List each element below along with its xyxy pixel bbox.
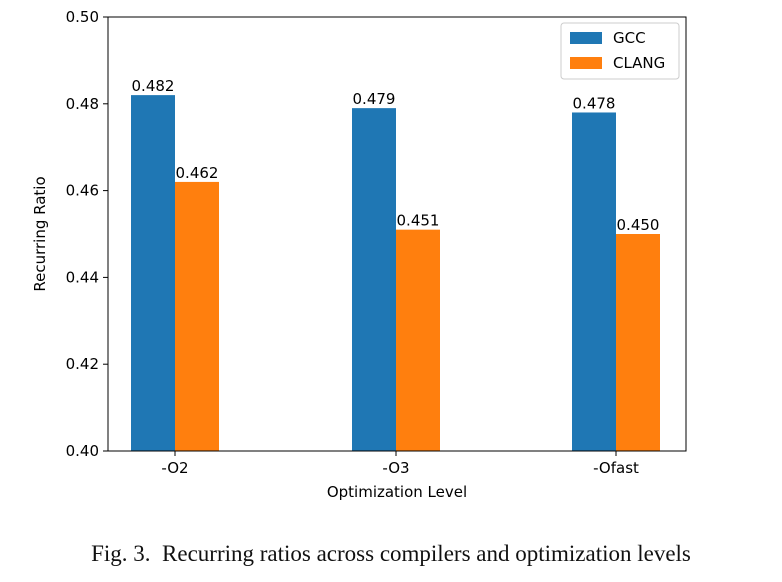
data-label-clang-o3: 0.451: [397, 212, 440, 230]
x-tick-label: -O3: [382, 459, 409, 477]
legend-label-gcc: GCC: [613, 29, 646, 47]
bars-layer: [131, 95, 660, 452]
y-tick-label: 0.40: [66, 442, 99, 460]
bar-gcc-o2: [131, 95, 175, 452]
legend-swatch-clang: [570, 57, 602, 69]
legend-swatch-gcc: [570, 32, 602, 44]
legend-label-clang: CLANG: [613, 54, 665, 72]
y-tick-label: 0.46: [66, 182, 99, 200]
bar-clang-o2: [175, 181, 219, 452]
bar-clang-ofast: [616, 234, 660, 451]
data-label-gcc-ofast: 0.478: [573, 94, 616, 112]
bar-clang-o3: [396, 229, 440, 451]
y-tick-label: 0.42: [66, 355, 99, 373]
legend: GCC CLANG: [560, 22, 680, 80]
bar-gcc-ofast: [572, 112, 616, 451]
y-tick-label: 0.48: [66, 95, 99, 113]
y-tick-label: 0.44: [66, 268, 99, 286]
data-label-gcc-o3: 0.479: [353, 90, 396, 108]
data-label-clang-ofast: 0.450: [617, 216, 660, 234]
data-label-clang-o2: 0.462: [176, 164, 219, 182]
x-tick-label: -Ofast: [593, 459, 639, 477]
figure-caption: Fig. 3. Recurring ratios across compiler…: [91, 541, 691, 566]
y-tick-label: 0.50: [66, 8, 99, 26]
data-label-gcc-o2: 0.482: [132, 77, 175, 95]
y-axis: 0.40 0.42 0.44 0.46 0.48 0.50: [66, 8, 108, 460]
bar-gcc-o3: [352, 108, 396, 451]
plot-frame: [107, 16, 687, 452]
y-axis-label: Recurring Ratio: [31, 176, 49, 291]
x-axis: -O2 -O3 -Ofast: [161, 451, 639, 477]
x-tick-label: -O2: [161, 459, 188, 477]
x-axis-label: Optimization Level: [327, 483, 467, 501]
data-labels-layer: 0.482 0.479 0.478 0.462 0.451 0.450: [132, 77, 660, 234]
